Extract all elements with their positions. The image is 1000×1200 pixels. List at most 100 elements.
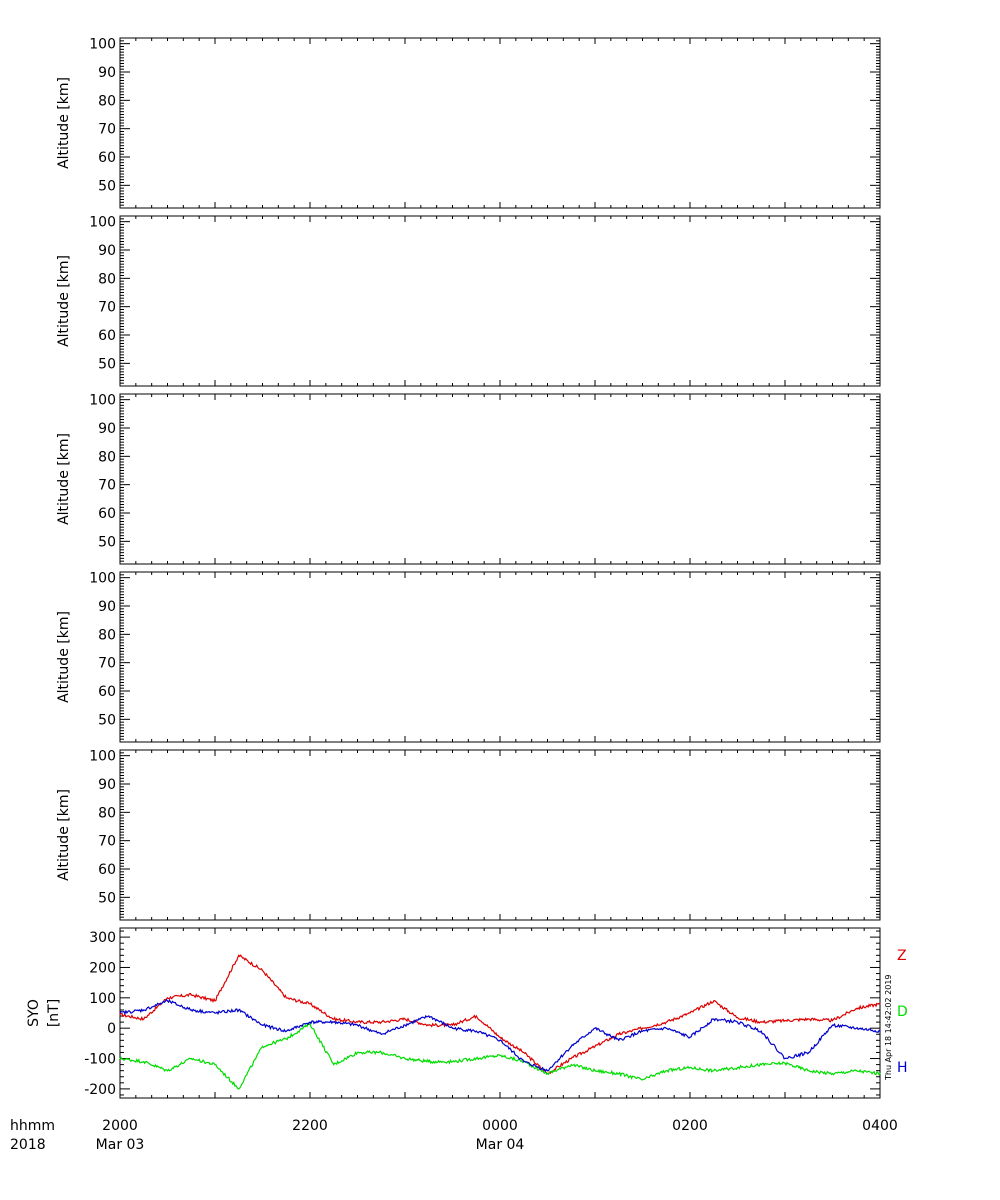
- y-tick-label: 50: [98, 712, 116, 728]
- y-tick-label: 60: [98, 862, 116, 878]
- panel-5: 50 60 70 80 90 100 Altitude [km]: [56, 749, 881, 921]
- data-point-D: [285, 1038, 287, 1040]
- time-axis-row2-label: 2018: [10, 1137, 46, 1153]
- data-point-H: [855, 1027, 857, 1029]
- y-tick-label: 100: [89, 37, 116, 53]
- data-point-H: [808, 1051, 810, 1054]
- y-tick-label: 100: [89, 571, 116, 587]
- data-point-Z: [879, 1003, 881, 1005]
- y-tick-label: 100: [89, 991, 116, 1007]
- data-point-D: [665, 1070, 667, 1072]
- data-point-D: [356, 1051, 359, 1054]
- data-point-Z: [190, 994, 192, 996]
- y-axis-unit: [nT]: [46, 999, 62, 1027]
- y-tick-label: 90: [98, 599, 116, 615]
- data-point-D: [713, 1070, 715, 1072]
- data-point-H: [285, 1030, 287, 1032]
- y-tick-label: 60: [98, 506, 116, 522]
- legend-label-D: D: [897, 1004, 908, 1020]
- data-point-H: [689, 1036, 691, 1038]
- data-point-Z: [855, 1007, 857, 1010]
- time-tick-label: 0400: [862, 1118, 898, 1134]
- data-point-D: [594, 1070, 596, 1072]
- data-point-D: [451, 1060, 454, 1063]
- series-line-D: [120, 1022, 880, 1090]
- y-tick-label: 80: [98, 627, 116, 643]
- data-point-Z: [475, 1015, 477, 1017]
- data-point-D: [831, 1073, 834, 1075]
- panel-1: 50 60 70 80 90 100 Altitude [km]: [56, 37, 881, 209]
- data-point-Z: [261, 969, 264, 972]
- y-tick-label: 60: [98, 150, 116, 166]
- panel-3: 50 60 70 80 90 100 Altitude [km]: [56, 393, 881, 565]
- panel-6: -200 -100 0 100 200 300 SYO [nT] Z D H: [26, 927, 908, 1099]
- y-tick-label: 50: [98, 356, 116, 372]
- data-point-Z: [594, 1045, 596, 1047]
- data-point-Z: [309, 1003, 311, 1005]
- data-point-H: [119, 1012, 121, 1014]
- data-point-H: [665, 1027, 667, 1029]
- data-point-D: [784, 1062, 786, 1064]
- data-point-Z: [641, 1027, 644, 1029]
- y-axis-label: Altitude [km]: [56, 255, 72, 347]
- data-point-D: [808, 1070, 810, 1072]
- data-point-Z: [665, 1021, 667, 1023]
- y-tick-label: 100: [89, 215, 116, 231]
- y-tick-label: 60: [98, 328, 116, 344]
- y-tick-label: 50: [98, 178, 116, 194]
- data-point-Z: [689, 1012, 691, 1014]
- data-point-Z: [214, 1000, 216, 1002]
- data-point-Z: [333, 1018, 335, 1020]
- time-tick-label: 2200: [292, 1118, 328, 1134]
- timestamp-label: Thu Apr 18 14:42:02 2019: [884, 974, 893, 1081]
- data-point-H: [546, 1070, 549, 1072]
- data-point-D: [380, 1051, 382, 1054]
- data-point-D: [143, 1060, 145, 1063]
- y-tick-label: 50: [98, 534, 116, 550]
- data-point-H: [380, 1033, 382, 1035]
- data-point-Z: [570, 1057, 572, 1060]
- panel-frame: [119, 393, 881, 565]
- legend-label-Z: Z: [897, 948, 907, 964]
- y-tick-label: 100: [89, 749, 116, 765]
- data-point-H: [713, 1018, 715, 1020]
- y-axis-label: Altitude [km]: [56, 433, 72, 525]
- data-point-D: [855, 1070, 857, 1072]
- y-tick-label: 90: [98, 421, 116, 437]
- data-point-H: [261, 1024, 264, 1026]
- data-point-H: [736, 1021, 739, 1023]
- data-point-H: [451, 1027, 454, 1029]
- data-point-H: [618, 1039, 620, 1041]
- data-point-Z: [380, 1021, 382, 1023]
- data-point-H: [166, 1000, 169, 1002]
- legend-label-H: H: [897, 1060, 908, 1076]
- data-point-D: [641, 1079, 644, 1081]
- data-point-H: [475, 1030, 477, 1032]
- y-tick-label: -200: [84, 1082, 116, 1098]
- data-point-Z: [784, 1019, 786, 1022]
- y-tick-label: 70: [98, 478, 116, 494]
- data-point-H: [356, 1024, 359, 1026]
- data-point-H: [570, 1045, 572, 1047]
- data-point-D: [736, 1067, 739, 1069]
- y-tick-label: 70: [98, 122, 116, 138]
- data-point-Z: [356, 1021, 359, 1023]
- panel-frame: [119, 215, 881, 387]
- data-point-Z: [285, 997, 287, 999]
- panel-frame: [119, 749, 881, 921]
- data-point-D: [475, 1057, 477, 1060]
- data-point-D: [404, 1057, 406, 1060]
- data-point-D: [190, 1057, 192, 1060]
- y-tick-label: 90: [98, 243, 116, 259]
- y-tick-label: 70: [98, 656, 116, 672]
- y-tick-label: 90: [98, 777, 116, 793]
- data-point-H: [784, 1057, 786, 1060]
- data-point-Z: [428, 1024, 430, 1026]
- y-axis-label: Altitude [km]: [56, 789, 72, 881]
- data-point-H: [143, 1009, 145, 1011]
- panel-2: 50 60 70 80 90 100 Altitude [km]: [56, 215, 881, 387]
- data-point-H: [404, 1024, 406, 1026]
- y-tick-label: 90: [98, 65, 116, 81]
- y-axis-label: Altitude [km]: [56, 611, 72, 703]
- panels: 50 60 70 80 90 100 Altitude [km] 50 60 70 80 90 100 A…: [26, 37, 908, 1099]
